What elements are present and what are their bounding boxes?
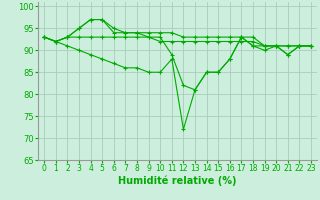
X-axis label: Humidité relative (%): Humidité relative (%) bbox=[118, 176, 237, 186]
